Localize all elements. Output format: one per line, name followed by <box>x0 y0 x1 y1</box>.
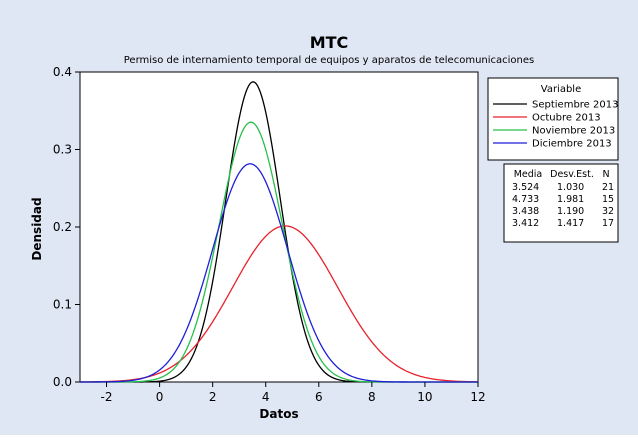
y-tick-label: 0.3 <box>53 143 72 157</box>
stats-cell: 3.412 <box>512 218 539 229</box>
y-axis-label: Densidad <box>30 197 44 260</box>
legend-label: Septiembre 2013 <box>532 100 618 111</box>
stats-header: Media <box>514 169 543 180</box>
stats-header: Desv.Est. <box>550 169 594 180</box>
stats-cell: 1.417 <box>557 218 584 229</box>
legend-label: Noviembre 2013 <box>532 126 615 137</box>
x-axis-label: Datos <box>259 407 298 421</box>
x-tick-label: 2 <box>209 390 217 404</box>
stats-cell: 17 <box>602 218 614 229</box>
y-tick-label: 0.0 <box>53 375 72 389</box>
stats-cell: 15 <box>602 194 614 205</box>
x-tick-label: 0 <box>156 390 164 404</box>
stats-header: N <box>602 169 609 180</box>
chart-subtitle: Permiso de internamiento temporal de equ… <box>124 55 535 66</box>
axes: -2 0 2 4 6 8 10 12 0.0 0.1 0.2 0.3 0.4 <box>53 65 486 404</box>
chart-title: MTC <box>310 33 349 52</box>
stats-cell: 21 <box>602 182 614 193</box>
stats-cell: 1.981 <box>557 194 584 205</box>
legend-items: Septiembre 2013 Octubre 2013 Noviembre 201… <box>493 100 618 150</box>
x-tick-label: 4 <box>262 390 270 404</box>
x-tick-label: 10 <box>417 390 432 404</box>
legend-box <box>487 77 619 161</box>
stats-cell: 4.733 <box>512 194 539 205</box>
legend-label: Diciembre 2013 <box>532 139 612 150</box>
density-curves <box>80 81 479 383</box>
stats-box <box>503 163 619 243</box>
y-tick-label: 0.1 <box>53 298 72 312</box>
stats-cell: 3.524 <box>512 182 539 193</box>
stats-cell: 1.190 <box>557 206 584 217</box>
stats-cell: 1.030 <box>557 182 584 193</box>
y-tick-label: 0.2 <box>53 220 72 234</box>
x-tick-label: 6 <box>315 390 323 404</box>
x-tick-label: 12 <box>470 390 485 404</box>
stats-table: Media Desv.Est. N3.524 1.030 214.733 1.981 153… <box>512 169 614 229</box>
legend-label: Octubre 2013 <box>532 113 601 124</box>
stats-cell: 32 <box>602 206 614 217</box>
x-tick-label: -2 <box>101 390 113 404</box>
x-tick-label: 8 <box>368 390 376 404</box>
stats-cell: 3.438 <box>512 206 539 217</box>
density-curve-4 <box>80 163 478 383</box>
y-tick-label: 0.4 <box>53 65 72 79</box>
legend-title: Variable <box>541 84 582 95</box>
